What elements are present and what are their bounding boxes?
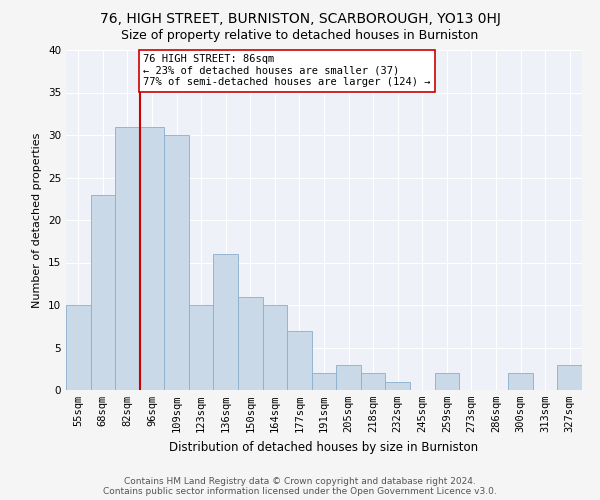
Bar xyxy=(336,364,361,390)
Bar xyxy=(91,194,115,390)
X-axis label: Distribution of detached houses by size in Burniston: Distribution of detached houses by size … xyxy=(169,440,479,454)
Bar xyxy=(557,364,582,390)
Bar xyxy=(115,126,140,390)
Y-axis label: Number of detached properties: Number of detached properties xyxy=(32,132,43,308)
Bar xyxy=(312,373,336,390)
Bar xyxy=(164,135,189,390)
Bar xyxy=(508,373,533,390)
Bar xyxy=(385,382,410,390)
Bar xyxy=(214,254,238,390)
Text: 76, HIGH STREET, BURNISTON, SCARBOROUGH, YO13 0HJ: 76, HIGH STREET, BURNISTON, SCARBOROUGH,… xyxy=(100,12,500,26)
Bar xyxy=(361,373,385,390)
Bar xyxy=(287,330,312,390)
Bar xyxy=(263,305,287,390)
Text: Contains HM Land Registry data © Crown copyright and database right 2024.: Contains HM Land Registry data © Crown c… xyxy=(124,477,476,486)
Bar xyxy=(189,305,214,390)
Bar xyxy=(140,126,164,390)
Bar xyxy=(434,373,459,390)
Bar xyxy=(66,305,91,390)
Text: 76 HIGH STREET: 86sqm
← 23% of detached houses are smaller (37)
77% of semi-deta: 76 HIGH STREET: 86sqm ← 23% of detached … xyxy=(143,54,431,88)
Text: Size of property relative to detached houses in Burniston: Size of property relative to detached ho… xyxy=(121,29,479,42)
Text: Contains public sector information licensed under the Open Government Licence v3: Contains public sector information licen… xyxy=(103,487,497,496)
Bar xyxy=(238,296,263,390)
